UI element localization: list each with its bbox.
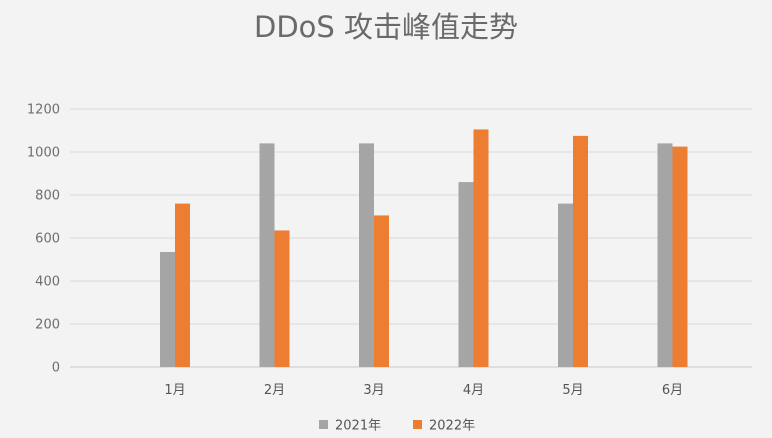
bar-series2 — [175, 203, 190, 367]
bar-series1 — [458, 182, 474, 367]
x-category-label: 6月 — [662, 383, 683, 398]
bar-series1 — [359, 143, 374, 367]
y-tick-label: 200 — [35, 318, 60, 333]
legend: 2021年 2022年 — [319, 419, 475, 434]
bar-series2 — [274, 230, 290, 367]
bar-series1 — [657, 143, 673, 367]
bar-series2 — [374, 215, 389, 367]
y-tick-label: 400 — [35, 275, 60, 290]
bar-series1 — [558, 203, 573, 367]
bar-series2 — [473, 129, 489, 367]
y-tick-label: 800 — [35, 189, 60, 204]
bar-series2 — [672, 146, 688, 367]
x-category-label: 1月 — [164, 383, 185, 398]
bars — [160, 129, 688, 367]
legend-label: 2021年 — [335, 419, 381, 434]
bar-series1 — [160, 251, 175, 367]
legend-label: 2022年 — [429, 419, 475, 434]
bar-series2 — [573, 135, 588, 367]
y-tick-label: 1000 — [27, 146, 60, 161]
chart-title: DDoS 攻击峰值走势 — [254, 10, 518, 44]
y-tick-label: 1200 — [27, 103, 60, 118]
x-category-label: 2月 — [264, 383, 285, 398]
x-category-label: 5月 — [562, 383, 583, 398]
legend-swatch — [319, 420, 328, 429]
x-category-label: 4月 — [463, 383, 484, 398]
bar-series1 — [259, 143, 275, 367]
x-axis-categories: 1月 2月 3月 4月 5月 6月 — [164, 383, 683, 398]
x-category-label: 3月 — [363, 383, 384, 398]
y-axis-ticks: 0 200 400 600 800 1000 1200 — [27, 103, 60, 376]
legend-swatch — [413, 420, 422, 429]
y-tick-label: 0 — [52, 361, 60, 376]
y-tick-label: 600 — [35, 232, 60, 247]
